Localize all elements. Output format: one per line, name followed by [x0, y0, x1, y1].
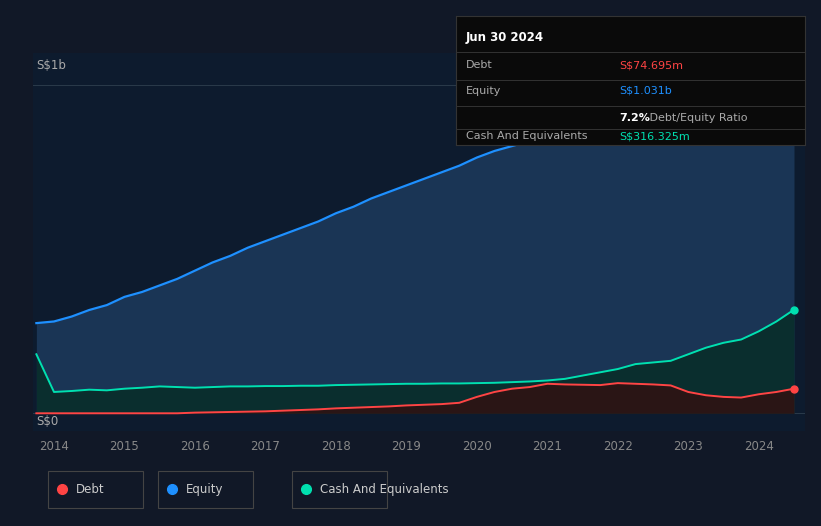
Text: Debt/Equity Ratio: Debt/Equity Ratio — [646, 113, 747, 123]
FancyBboxPatch shape — [48, 471, 143, 508]
Text: Debt: Debt — [466, 60, 493, 70]
Text: Cash And Equivalents: Cash And Equivalents — [466, 132, 588, 141]
Text: Equity: Equity — [466, 86, 502, 96]
Text: S$0: S$0 — [36, 415, 58, 428]
FancyBboxPatch shape — [158, 471, 253, 508]
FancyBboxPatch shape — [292, 471, 387, 508]
Text: Jun 30 2024: Jun 30 2024 — [466, 31, 544, 44]
Text: S$316.325m: S$316.325m — [620, 132, 690, 141]
Text: 7.2%: 7.2% — [620, 113, 650, 123]
Text: Cash And Equivalents: Cash And Equivalents — [320, 483, 448, 495]
Text: S$74.695m: S$74.695m — [620, 60, 684, 70]
Text: Debt: Debt — [76, 483, 104, 495]
Text: S$1b: S$1b — [36, 59, 67, 72]
Text: Equity: Equity — [186, 483, 223, 495]
Text: S$1.031b: S$1.031b — [620, 86, 672, 96]
